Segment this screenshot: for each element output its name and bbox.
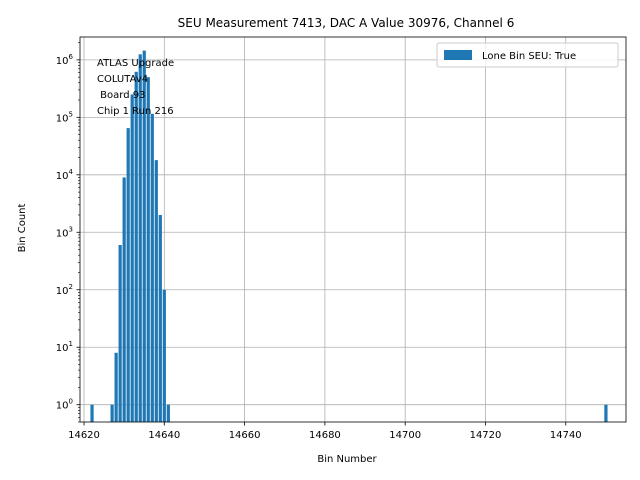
bar [150,113,154,423]
bar [118,245,122,422]
bar [122,177,126,422]
legend-swatch [444,50,472,60]
bar [134,71,138,422]
bar [604,404,608,422]
bar [166,404,170,422]
annotation-line-3: Board 93 [97,90,145,101]
legend: Lone Bin SEU: True [436,42,619,68]
legend-box [436,42,619,68]
bars [90,50,608,423]
bar [146,77,150,422]
x-tick-label: 14620 [68,430,100,441]
x-tick-label: 14680 [309,430,341,441]
bar [154,160,158,422]
bar [138,54,142,422]
x-tick-label: 14740 [550,430,582,441]
x-axis-label: Bin Number [317,454,377,465]
bar [114,352,118,422]
bar [126,128,130,423]
x-tick-label: 14660 [229,430,261,441]
x-ticks: 14620 14640 14660 14680 14700 14720 14740 [68,422,582,441]
annotation-line-2: COLUTAv4 [97,74,148,85]
annotation-line-4: Chip 1 Run 216 [97,106,174,117]
x-tick-label: 14700 [389,430,421,441]
bar [142,50,146,422]
annotation: ATLAS Upgrade COLUTAv4 Board 93 Chip 1 R… [97,58,174,117]
axes-frame [79,36,627,423]
bar [130,94,134,422]
bar [90,404,94,422]
x-tick-label: 14640 [148,430,180,441]
legend-label: Lone Bin SEU: True [482,51,576,62]
bar [158,214,162,422]
y-axis-label: Bin Count [17,203,28,252]
bar [110,404,114,422]
annotation-line-1: ATLAS Upgrade [97,58,174,69]
x-tick-label: 14720 [470,430,502,441]
chart-title: SEU Measurement 7413, DAC A Value 30976,… [178,16,515,30]
bar [162,289,166,422]
